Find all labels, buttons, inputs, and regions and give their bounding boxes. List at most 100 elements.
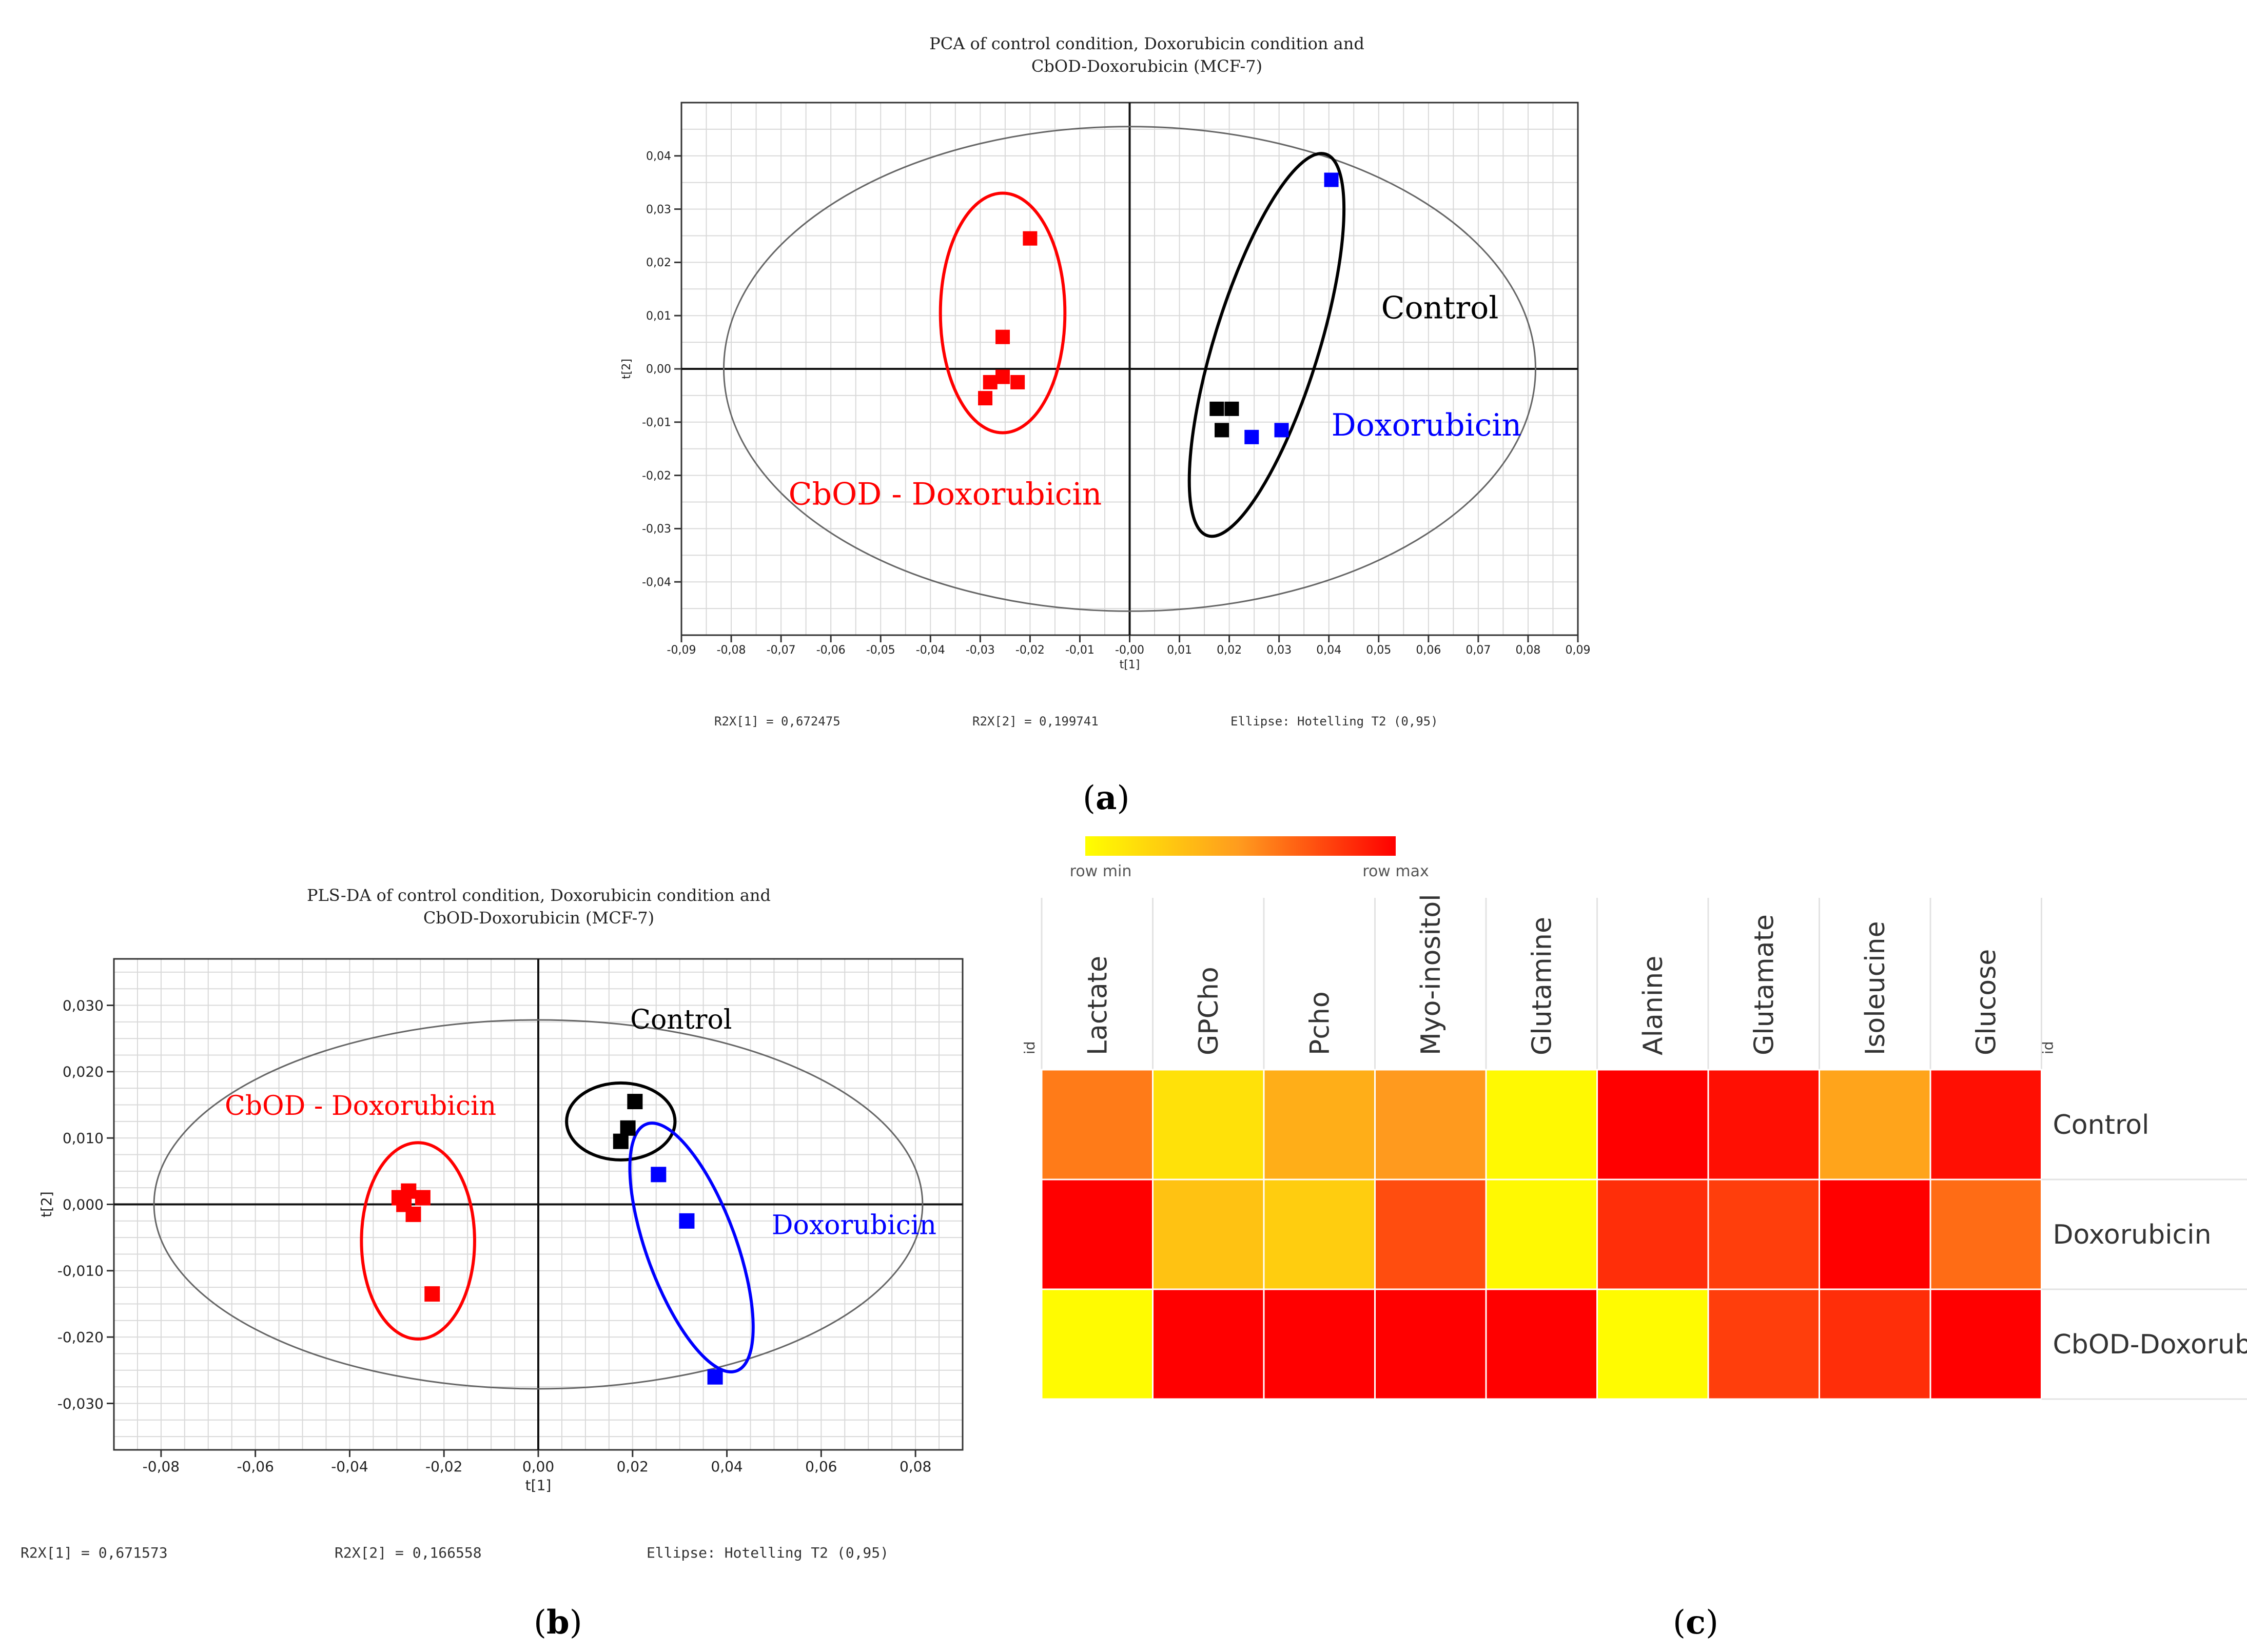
footer-r2x1: R2X[1] = 0,672475 bbox=[714, 714, 841, 729]
y-tick-label: 0,00 bbox=[646, 363, 671, 376]
heatmap-cell bbox=[1707, 1288, 1820, 1400]
row-label: Control bbox=[2053, 1110, 2150, 1140]
x-tick-label: -0,05 bbox=[866, 644, 895, 657]
column-label: GPCho bbox=[1194, 967, 1224, 1055]
data-point bbox=[1244, 429, 1259, 444]
data-point bbox=[627, 1094, 643, 1110]
x-tick-label: 0,02 bbox=[1217, 644, 1242, 657]
group-annotation: Control bbox=[1381, 290, 1499, 326]
heatmap-cell bbox=[1041, 1288, 1154, 1400]
y-tick-label: 0,000 bbox=[63, 1196, 104, 1213]
data-point bbox=[707, 1369, 723, 1385]
data-point bbox=[651, 1167, 667, 1183]
group-annotation: Doxorubicin bbox=[1332, 407, 1522, 443]
heatmap-cell bbox=[1485, 1069, 1598, 1181]
heatmap-cell bbox=[1485, 1178, 1598, 1290]
column-label: Isoleucine bbox=[1860, 921, 1891, 1055]
legend-min-label: row min bbox=[1070, 862, 1132, 880]
data-point bbox=[1274, 423, 1289, 438]
heatmap-cell bbox=[1152, 1069, 1265, 1181]
column-label: Myo-inositol bbox=[1416, 894, 1447, 1055]
heatmap-cell bbox=[1596, 1288, 1709, 1400]
footer-ellipse: Ellipse: Hotelling T2 (0,95) bbox=[1230, 714, 1438, 729]
data-point bbox=[405, 1206, 421, 1222]
heatmap-cell bbox=[1041, 1178, 1154, 1290]
heatmap-cell bbox=[1374, 1069, 1487, 1181]
x-tick-label: -0,02 bbox=[1015, 644, 1045, 657]
group-annotation: Doxorubicin bbox=[772, 1210, 936, 1241]
y-tick-label: 0,030 bbox=[63, 997, 104, 1014]
x-tick-label: -0,03 bbox=[966, 644, 995, 657]
id-label-right: id bbox=[2040, 1041, 2057, 1054]
x-tick-label: 0,07 bbox=[1466, 644, 1491, 657]
heatmap-chart-c: row min row max Lactate GPCho Pcho Myo-inosit… bbox=[1021, 836, 2247, 1400]
group-ellipse-control bbox=[565, 1081, 677, 1162]
x-tick-label: 0,03 bbox=[1266, 644, 1292, 657]
heatmap-cell bbox=[1707, 1178, 1820, 1290]
heatmap-cell bbox=[1041, 1069, 1154, 1181]
x-tick-label: 0,01 bbox=[1167, 644, 1192, 657]
data-point bbox=[1215, 423, 1229, 438]
heatmap-cell bbox=[1485, 1288, 1598, 1400]
y-axis-label: t[2] bbox=[38, 1191, 55, 1217]
heatmap-cell bbox=[1929, 1069, 2042, 1181]
x-tick-label: 0,04 bbox=[1316, 644, 1341, 657]
data-point bbox=[995, 369, 1010, 384]
heatmap-cell bbox=[1819, 1178, 1931, 1290]
plot-frame bbox=[113, 958, 964, 1451]
column-label: Glutamate bbox=[1749, 914, 1780, 1055]
heatmap-cell bbox=[1707, 1069, 1820, 1181]
y-tick-label: -0,03 bbox=[642, 523, 671, 536]
column-label: Glucose bbox=[1971, 949, 2002, 1055]
legend-max-label: row max bbox=[1362, 862, 1429, 880]
scatter-chart-a: PCA of control condition, Doxorubicin co… bbox=[620, 34, 1590, 729]
x-tick-label: 0,08 bbox=[1515, 644, 1540, 657]
data-point bbox=[396, 1196, 412, 1212]
hotelling-t2-ellipse bbox=[722, 126, 1537, 612]
y-tick-label: -0,04 bbox=[642, 576, 671, 589]
x-tick-label: 0,09 bbox=[1566, 644, 1591, 657]
data-point bbox=[401, 1183, 417, 1199]
plot-grid bbox=[681, 102, 1578, 636]
chart-title-line: PLS-DA of control condition, Doxorubicin… bbox=[307, 886, 771, 905]
color-scale-legend bbox=[1085, 836, 1396, 856]
heatmap-cell bbox=[1596, 1178, 1709, 1290]
y-tick-label: -0,01 bbox=[642, 417, 671, 429]
panel-label-b: (b) bbox=[534, 1603, 582, 1642]
group-annotation: CbOD - Doxorubicin bbox=[225, 1091, 496, 1122]
heatmap-cell bbox=[1263, 1288, 1376, 1400]
scatter-chart-b: PLS-DA of control condition, Doxorubicin… bbox=[21, 886, 964, 1561]
x-axis-label: t[1] bbox=[525, 1477, 552, 1493]
series-doxorubicin bbox=[651, 1167, 723, 1385]
heatmap-cell bbox=[1596, 1069, 1709, 1181]
data-point bbox=[613, 1133, 629, 1149]
x-tick-label: 0,00 bbox=[522, 1458, 554, 1475]
x-tick-label: -0,01 bbox=[1065, 644, 1095, 657]
data-point bbox=[1224, 401, 1239, 416]
panel-label-a: (a) bbox=[1083, 779, 1130, 817]
x-tick-label: 0,06 bbox=[1416, 644, 1441, 657]
heatmap-cell bbox=[1152, 1178, 1265, 1290]
data-point bbox=[424, 1286, 440, 1302]
series-control bbox=[1209, 401, 1239, 438]
x-tick-label: -0,00 bbox=[1115, 644, 1144, 657]
x-tick-label: 0,02 bbox=[617, 1458, 649, 1475]
y-tick-label: 0,03 bbox=[646, 203, 671, 216]
group-annotation: CbOD - Doxorubicin bbox=[789, 477, 1102, 513]
x-tick-label: 0,08 bbox=[900, 1458, 931, 1475]
x-tick-label: 0,05 bbox=[1366, 644, 1391, 657]
x-tick-label: -0,06 bbox=[816, 644, 846, 657]
y-tick-label: 0,010 bbox=[63, 1130, 104, 1147]
heatmap-cell bbox=[1374, 1178, 1487, 1290]
heatmap-cell bbox=[1929, 1178, 2042, 1290]
y-tick-label: -0,010 bbox=[57, 1263, 104, 1280]
y-axis-label: t[2] bbox=[620, 359, 633, 379]
x-tick-label: -0,06 bbox=[237, 1458, 273, 1475]
group-annotation: Control bbox=[630, 1005, 732, 1035]
heatmap-cell bbox=[1819, 1069, 1931, 1181]
chart-title-line: CbOD-Doxorubicin (MCF-7) bbox=[423, 908, 654, 928]
data-point bbox=[1209, 401, 1224, 416]
heatmap-cell bbox=[1152, 1288, 1265, 1400]
x-tick-label: -0,04 bbox=[331, 1458, 368, 1475]
